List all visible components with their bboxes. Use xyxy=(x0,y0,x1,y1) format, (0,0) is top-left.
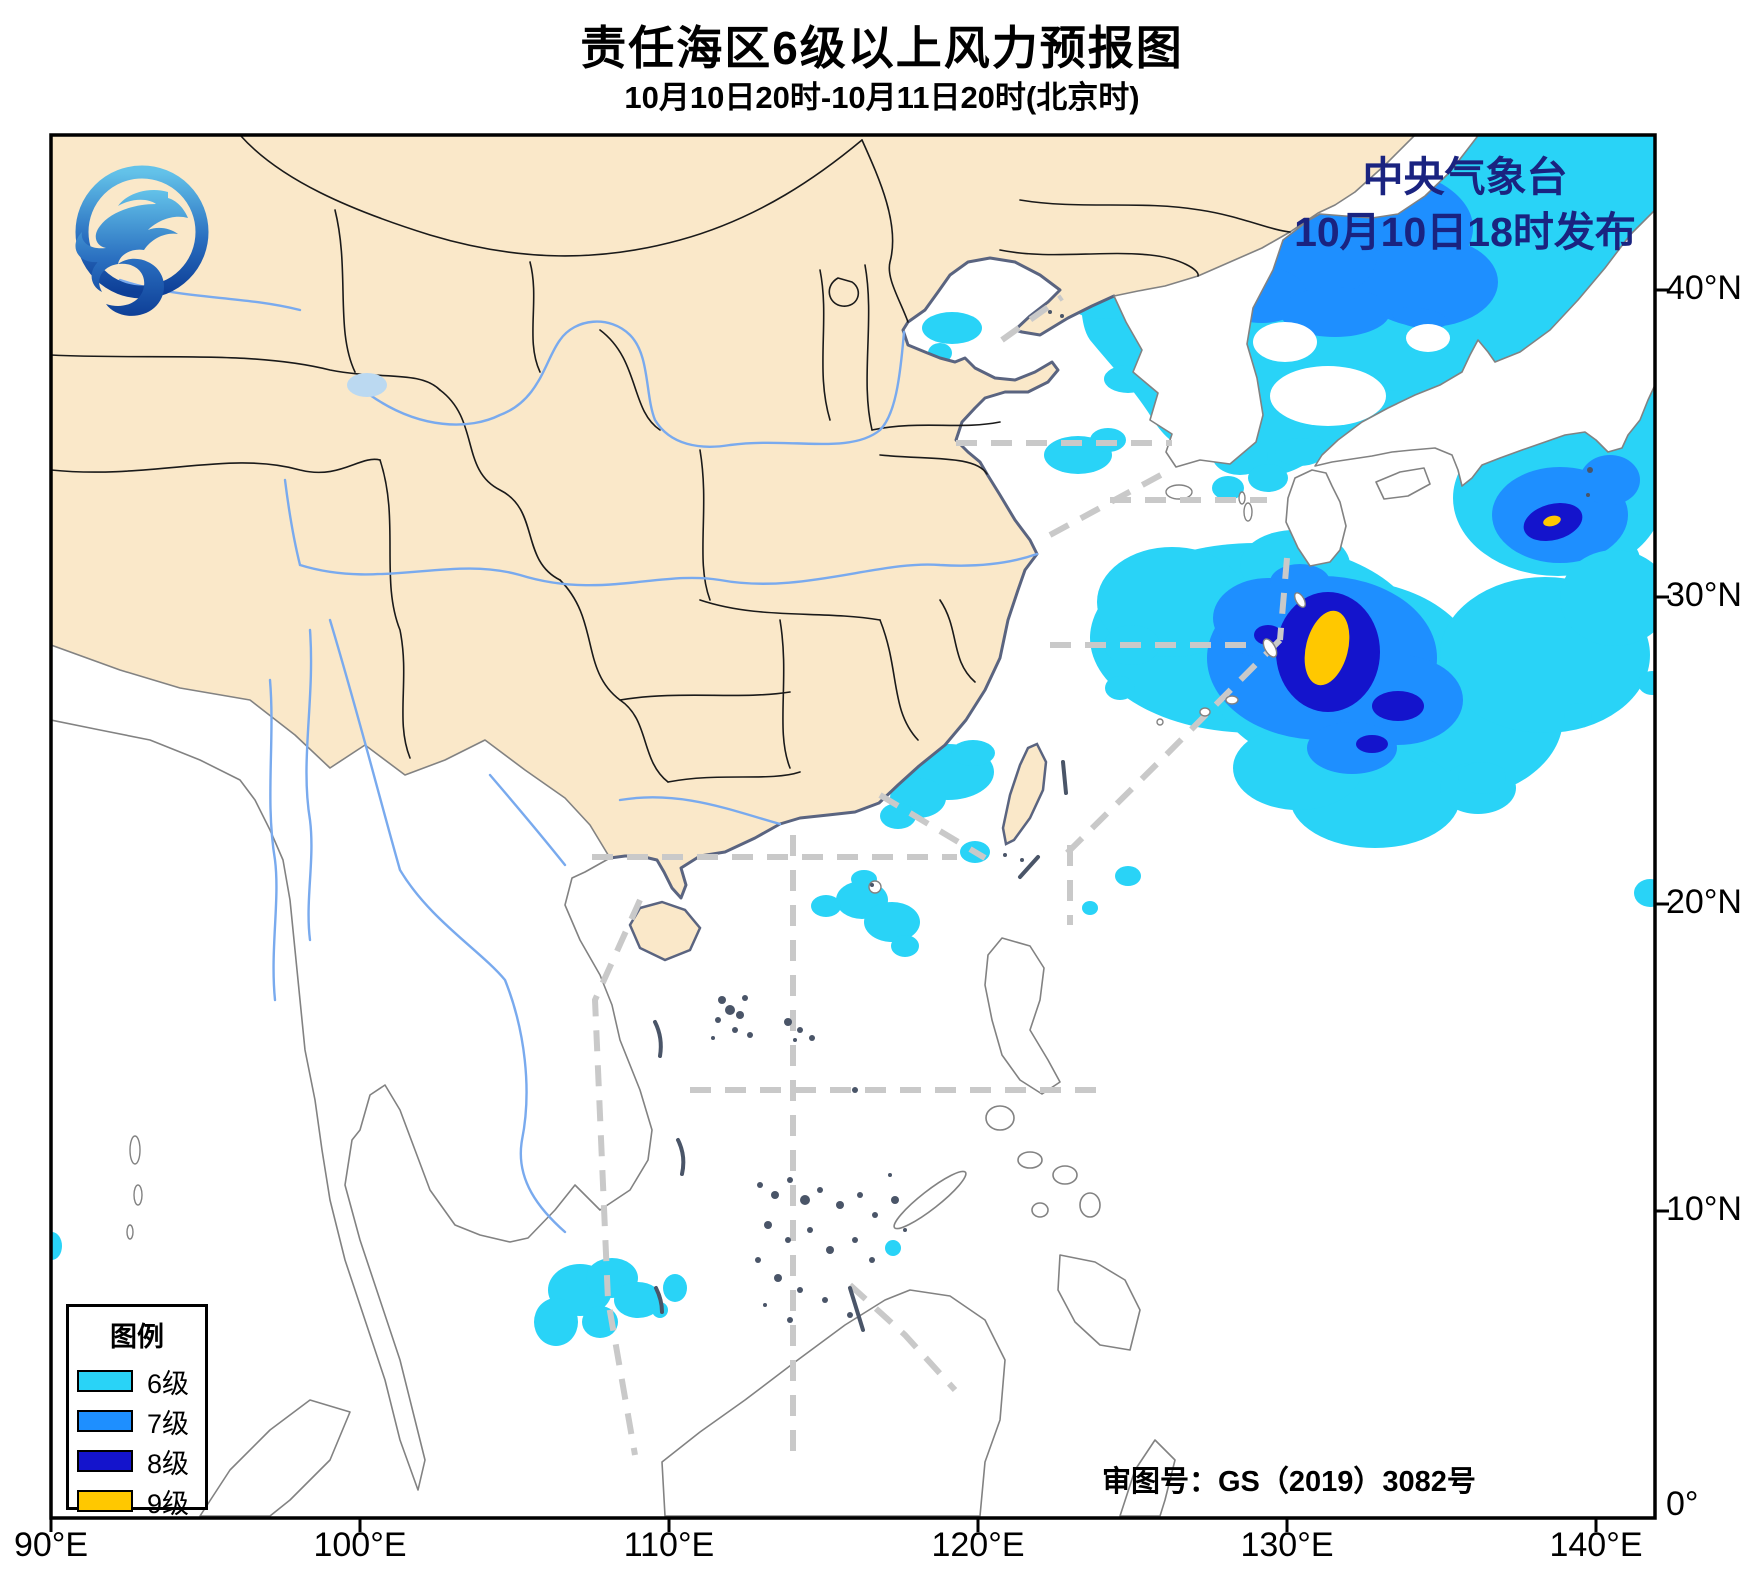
legend-item-6级: 6级 xyxy=(77,1368,205,1399)
y-axis-label-10°N: 10°N xyxy=(1666,1189,1742,1228)
map-frame xyxy=(49,133,1657,1520)
legend-label: 7级 xyxy=(147,1408,190,1439)
legend-item-9级: 9级 xyxy=(77,1488,205,1519)
japan-honshu xyxy=(1314,209,1655,487)
pearl-river xyxy=(618,796,782,826)
x-axis-label-120°E: 120°E xyxy=(931,1526,1025,1564)
sumatra-land xyxy=(199,1399,351,1517)
wind-typhoon-area xyxy=(1090,530,1655,907)
jeju-island xyxy=(1165,484,1193,500)
issuer-block: 中央气象台 10月10日18时发布 xyxy=(1255,150,1675,260)
page-title: 责任海区6级以上风力预报图 xyxy=(580,22,1184,74)
map-approval-number: 审图号：GS（2019）3082号 xyxy=(1102,1466,1476,1498)
legend-swatch-6-icon xyxy=(77,1370,133,1392)
china-coastline xyxy=(608,256,1116,900)
legend-swatch-7-icon xyxy=(77,1410,133,1432)
taiwan-island xyxy=(1001,742,1048,846)
legend-label: 8级 xyxy=(147,1448,190,1479)
cma-logo xyxy=(75,165,209,316)
y-axis-label-30°N: 30°N xyxy=(1666,575,1742,614)
page-subtitle: 10月10日20时-10月11日20时(北京时) xyxy=(624,80,1140,115)
x-axis-label-90°E: 90°E xyxy=(13,1526,89,1564)
legend-item-8级: 8级 xyxy=(77,1448,205,1479)
mongolia-border xyxy=(239,135,863,257)
y-axis-label-40°N: 40°N xyxy=(1666,268,1742,307)
paracel-islands xyxy=(711,995,858,1093)
x-axis-label-140°E: 140°E xyxy=(1549,1526,1643,1564)
x-axis-label-110°E: 110°E xyxy=(623,1526,715,1564)
yellow-river xyxy=(368,320,906,448)
pratas-island xyxy=(868,880,882,894)
japan-shikoku xyxy=(1375,467,1431,500)
luzon-land xyxy=(984,937,1061,1095)
yangtze-river xyxy=(283,478,1039,587)
indochina-land xyxy=(51,644,653,1491)
hainan-island xyxy=(628,900,702,962)
axis-ticks xyxy=(49,288,1669,1532)
korea-russia-land xyxy=(1113,135,1478,468)
y-axis-label-0°: 0° xyxy=(1666,1484,1699,1523)
sea-zone-boundaries xyxy=(591,294,1290,1462)
qinghai-lake xyxy=(347,373,387,397)
palawan-island xyxy=(893,1170,967,1230)
legend-label: 6级 xyxy=(147,1368,190,1399)
japan-kyushu xyxy=(1285,469,1347,567)
legend-title: 图例 xyxy=(110,1322,164,1352)
china-landmass xyxy=(51,135,1415,898)
legend-label: 9级 xyxy=(147,1488,190,1519)
borneo-land xyxy=(661,1289,1006,1517)
ryukyu-islands xyxy=(1156,592,1306,726)
issuer-time: 10月10日18时发布 xyxy=(1294,209,1636,255)
legend-swatch-8-icon xyxy=(77,1450,133,1472)
wind9-typhoon-core xyxy=(1304,610,1350,686)
x-axis-label-130°E: 130°E xyxy=(1240,1526,1334,1564)
spratly-islands xyxy=(755,1173,907,1323)
legend-item-7级: 7级 xyxy=(77,1408,205,1439)
issuer-agency: 中央气象台 xyxy=(1362,154,1568,200)
mindanao-land xyxy=(1057,1254,1141,1351)
y-axis-label-20°N: 20°N xyxy=(1666,882,1742,921)
x-axis-label-100°E: 100°E xyxy=(313,1526,407,1564)
legend: 图例 6级 7级 8级 9级 xyxy=(66,1304,208,1519)
mekong-river xyxy=(328,618,567,1234)
legend-swatch-9-icon xyxy=(77,1490,133,1512)
